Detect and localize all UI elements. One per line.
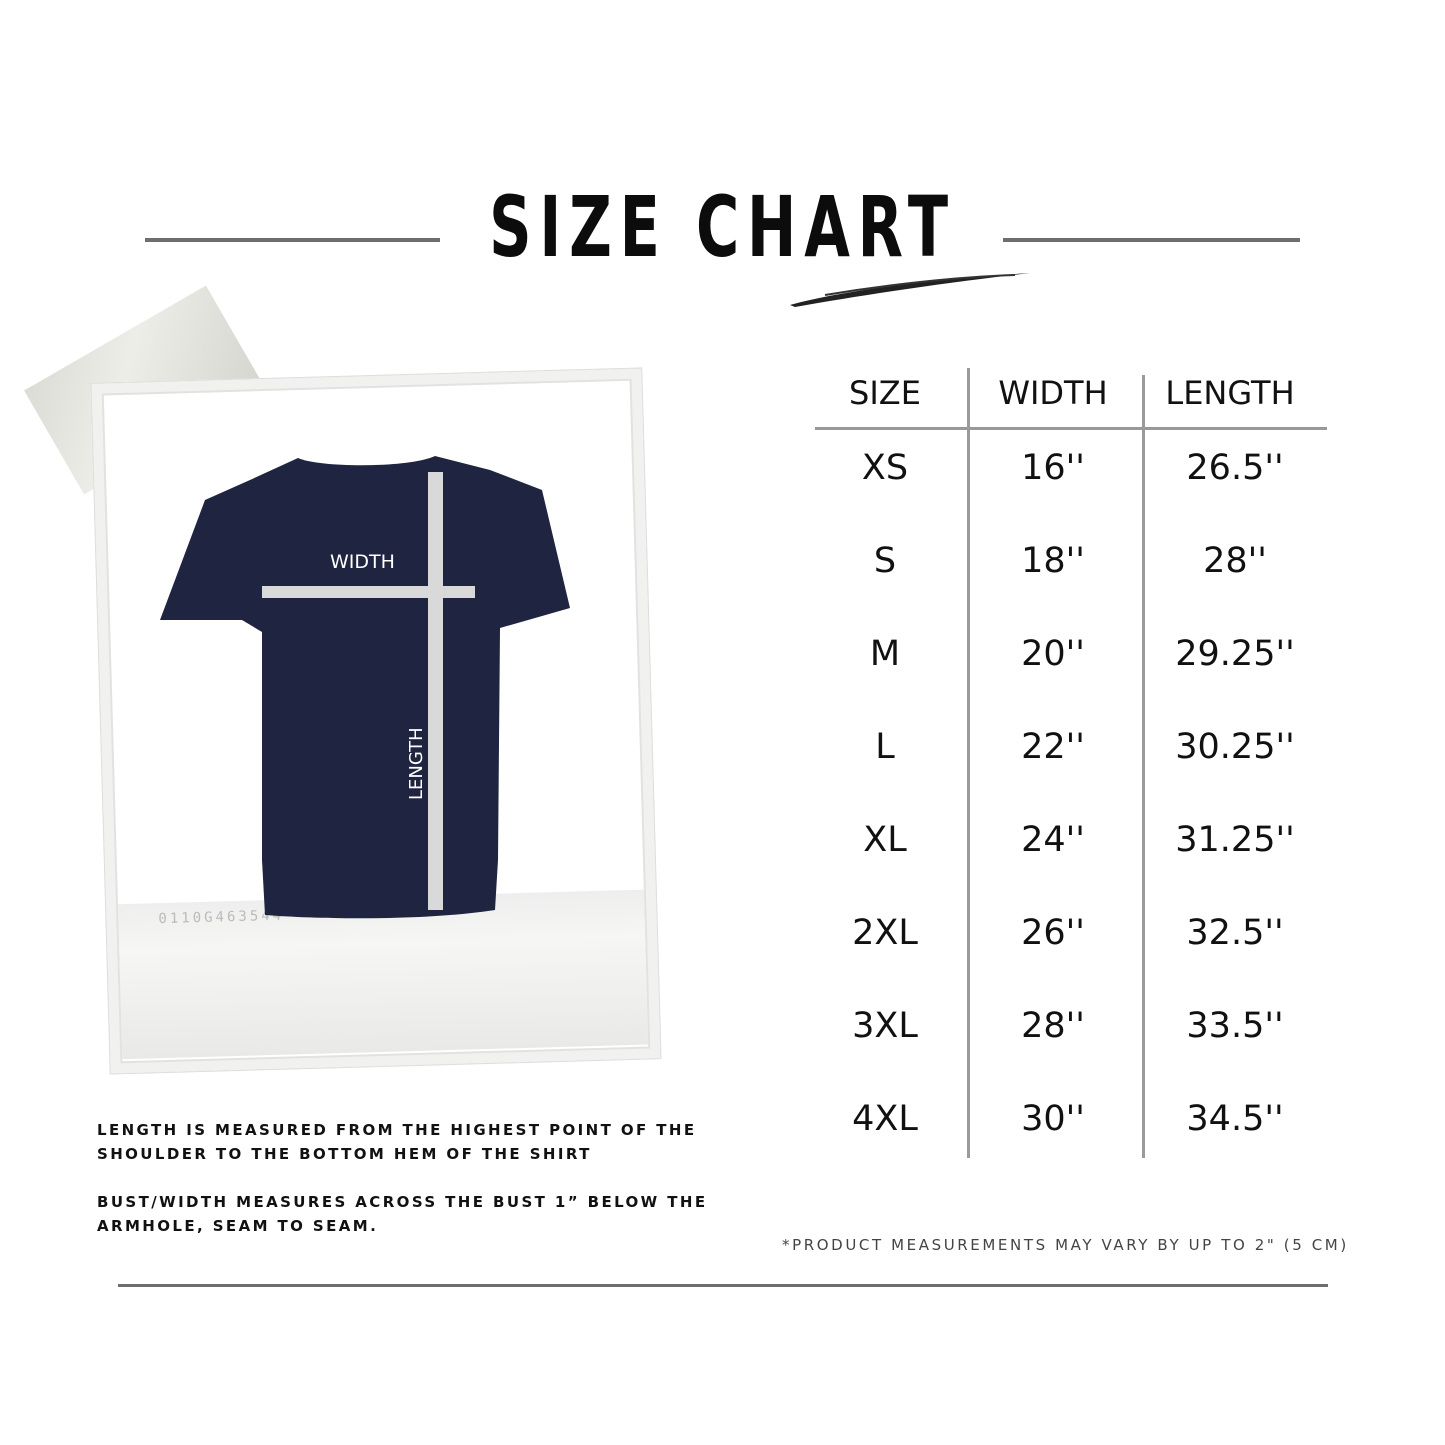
width-cell: 18'' <box>1021 541 1085 581</box>
width-cell: 30'' <box>1021 1099 1085 1139</box>
width-cell: 24'' <box>1021 820 1085 860</box>
width-cell: 28'' <box>1021 1006 1085 1046</box>
size-cell: M <box>869 634 901 674</box>
size-cell: 2XL <box>852 913 918 953</box>
title-rule-left <box>145 238 440 242</box>
size-cell: XL <box>863 820 907 860</box>
brush-underline <box>790 273 1030 307</box>
width-bar <box>262 586 475 598</box>
width-cell: 16'' <box>1021 448 1085 488</box>
length-cell: 34.5'' <box>1186 1099 1284 1139</box>
header-underline <box>815 427 1327 430</box>
title-rule-right <box>1003 238 1300 242</box>
header-length: LENGTH <box>1165 374 1295 412</box>
header-size: SIZE <box>849 374 921 412</box>
length-cell: 30.25'' <box>1175 727 1295 767</box>
length-cell: 33.5'' <box>1186 1006 1284 1046</box>
width-note: BUST/WIDTH MEASURES ACROSS THE BUST 1” B… <box>97 1193 708 1235</box>
tshirt-diagram: WIDTH LENGTH <box>160 456 570 919</box>
bottom-rule <box>118 1284 1328 1287</box>
column-divider <box>1142 375 1145 1158</box>
column-divider <box>967 368 970 1158</box>
size-cell: XS <box>861 448 909 488</box>
header-width: WIDTH <box>998 374 1108 412</box>
tshirt-shape <box>160 456 570 919</box>
width-cell: 22'' <box>1021 727 1085 767</box>
width-label: WIDTH <box>330 551 395 573</box>
length-cell: 32.5'' <box>1186 913 1284 953</box>
width-cell: 26'' <box>1021 913 1085 953</box>
disclaimer: *PRODUCT MEASUREMENTS MAY VARY BY UP TO … <box>782 1236 1349 1254</box>
size-cell: 3XL <box>852 1006 918 1046</box>
length-cell: 31.25'' <box>1175 820 1295 860</box>
length-cell: 26.5'' <box>1186 448 1284 488</box>
length-note: LENGTH IS MEASURED FROM THE HIGHEST POIN… <box>97 1121 697 1163</box>
length-cell: 28'' <box>1203 541 1267 581</box>
size-cell: S <box>873 541 897 581</box>
length-bar <box>428 472 443 910</box>
length-cell: 29.25'' <box>1175 634 1295 674</box>
size-cell: L <box>875 727 895 767</box>
page-title: SIZE CHART <box>489 178 956 276</box>
size-cell: 4XL <box>852 1099 918 1139</box>
width-cell: 20'' <box>1021 634 1085 674</box>
length-label: LENGTH <box>406 727 427 800</box>
